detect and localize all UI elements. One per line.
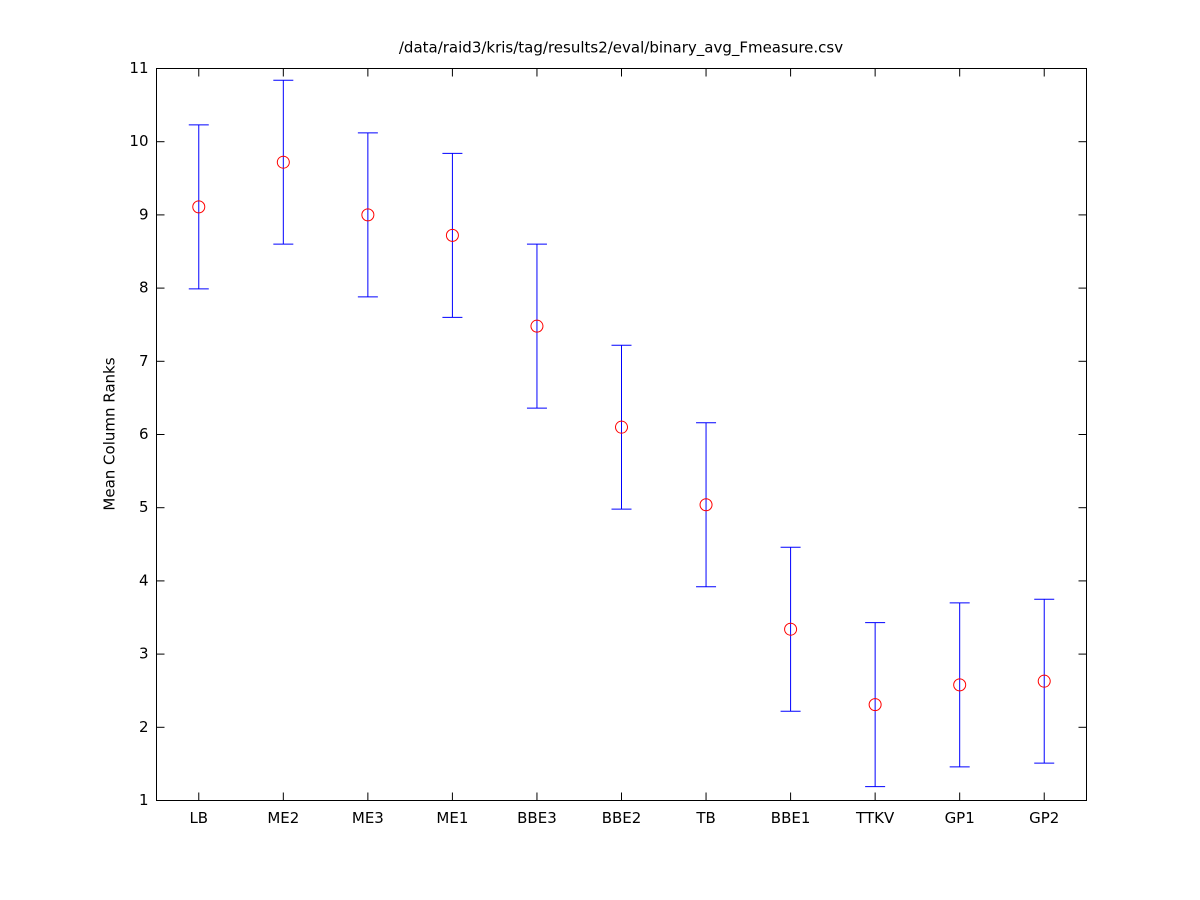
mean-marker	[1037, 674, 1051, 688]
mean-marker	[784, 622, 798, 636]
y-tick-label: 5	[139, 498, 149, 516]
chart-title: /data/raid3/kris/tag/results2/eval/binar…	[399, 39, 843, 58]
x-tick-label: GP2	[1029, 809, 1059, 827]
mean-marker	[868, 698, 882, 712]
y-tick-label: 11	[129, 59, 148, 77]
y-axis-label: Mean Column Ranks	[101, 357, 119, 510]
y-tick-label: 2	[139, 718, 149, 736]
x-tick-label: ME3	[352, 809, 384, 827]
mean-marker	[615, 420, 628, 434]
mean-marker	[192, 200, 206, 214]
x-tick-label: ME2	[267, 809, 299, 827]
y-tick-label: 10	[129, 132, 148, 150]
x-tick-label: TTKV	[855, 809, 895, 827]
x-tick-label: BBE2	[602, 809, 642, 827]
x-tick-label: GP1	[945, 809, 975, 827]
y-tick-label: 8	[139, 279, 149, 297]
y-tick-label: 1	[139, 791, 149, 809]
x-tick-label: LB	[189, 809, 208, 827]
x-tick-label: BBE3	[517, 809, 557, 827]
y-tick-label: 7	[139, 352, 149, 370]
mean-marker	[276, 155, 290, 169]
mean-marker	[953, 678, 967, 692]
y-tick-label: 4	[139, 571, 149, 589]
mean-marker	[530, 319, 544, 333]
x-tick-label: TB	[695, 809, 715, 827]
y-tick-label: 3	[139, 645, 149, 663]
mean-marker	[699, 498, 713, 512]
mean-marker	[361, 208, 375, 222]
x-tick-label: ME1	[436, 809, 468, 827]
mean-marker	[445, 228, 459, 242]
y-tick-label: 9	[139, 205, 149, 223]
x-tick-label: BBE1	[771, 809, 811, 827]
y-tick-label: 6	[139, 425, 149, 443]
